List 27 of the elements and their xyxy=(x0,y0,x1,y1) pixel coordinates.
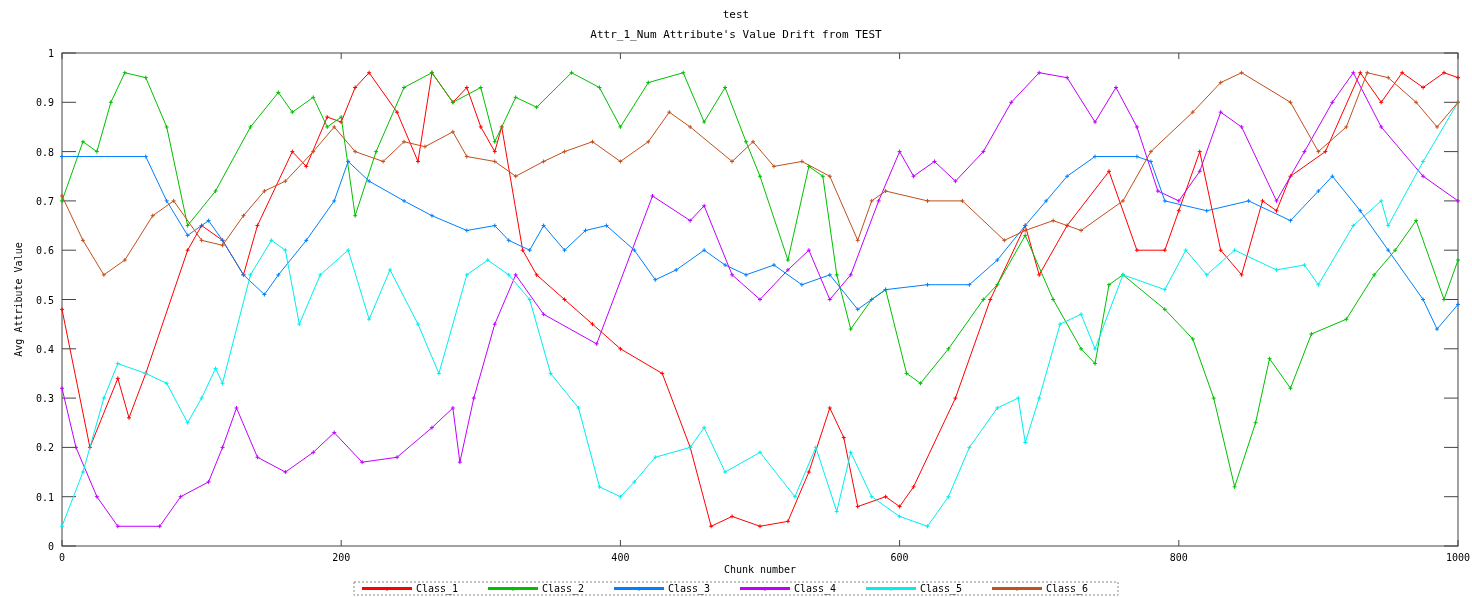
y-tick-label: 0.4 xyxy=(35,343,54,355)
y-axis-title: Avg Attribute Value xyxy=(13,242,24,357)
legend-label: Class_2 xyxy=(542,583,585,595)
y-tick-label: 0.7 xyxy=(35,195,54,207)
x-axis-title: Chunk number xyxy=(723,564,797,575)
y-tick-label: 0.6 xyxy=(35,245,54,257)
x-tick-label: 200 xyxy=(332,552,351,563)
x-tick-label: 0 xyxy=(58,552,66,563)
legend-label: Class_3 xyxy=(668,583,711,595)
y-tick-label: 1 xyxy=(47,48,54,59)
y-tick-label: 0.5 xyxy=(35,294,54,306)
y-tick-label: 0.8 xyxy=(35,146,54,158)
y-tick-label: 0.2 xyxy=(35,442,54,454)
chart-title: test xyxy=(722,8,750,21)
x-tick-label: 1000 xyxy=(1445,552,1471,563)
y-tick-label: 0.3 xyxy=(35,393,54,405)
legend-label: Class_5 xyxy=(920,583,963,595)
chart-subtitle: Attr_1_Num Attribute's Value Drift from TEST xyxy=(590,28,883,41)
x-tick-label: 800 xyxy=(1169,552,1188,563)
x-tick-label: 600 xyxy=(890,552,909,563)
y-tick-label: 0.9 xyxy=(35,97,54,109)
x-tick-label: 400 xyxy=(611,552,630,563)
legend-label: Class_1 xyxy=(416,583,459,595)
legend-label: Class_4 xyxy=(794,583,837,595)
y-tick-label: 0.1 xyxy=(35,491,54,503)
legend-label: Class_6 xyxy=(1046,583,1089,595)
y-tick-label: 0 xyxy=(47,541,54,552)
